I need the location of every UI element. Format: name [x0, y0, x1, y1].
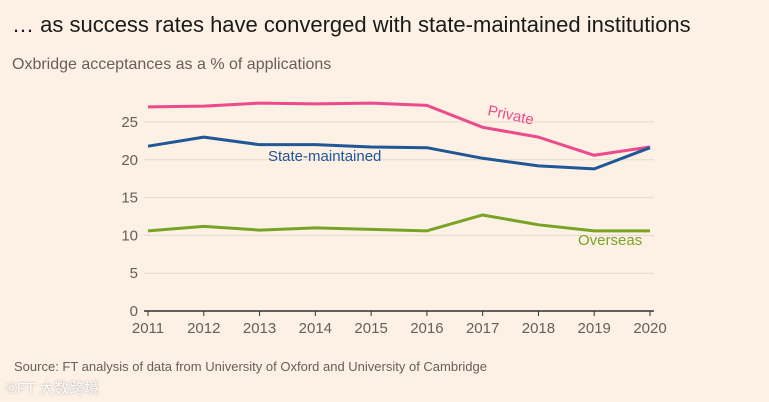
x-tick-label: 2013	[243, 320, 276, 337]
series-label-state-maintained: State-maintained	[268, 148, 381, 165]
y-tick-label: 5	[130, 265, 138, 282]
y-tick-label: 10	[121, 227, 138, 244]
y-tick-label: 20	[121, 152, 138, 169]
series-line-private	[147, 101, 651, 157]
series-label-private: Private	[486, 102, 535, 128]
source-note: Source: FT analysis of data from Univers…	[14, 359, 488, 374]
y-tick-label: 25	[121, 114, 138, 131]
x-tick-label: 2015	[354, 320, 387, 337]
series-line-state-maintained	[147, 135, 651, 171]
series-line-overseas	[147, 213, 650, 233]
y-tick-label: 0	[130, 303, 138, 320]
chart-title: … as success rates have converged with s…	[12, 12, 691, 37]
x-tick-label: 2020	[633, 320, 666, 337]
x-tick-label: 2014	[299, 320, 332, 337]
x-tick-label: 2011	[132, 320, 164, 337]
chart-subtitle: Oxbridge acceptances as a % of applicati…	[12, 56, 332, 73]
x-tick-label: 2018	[522, 320, 555, 337]
x-tick-label: 2017	[466, 320, 499, 337]
watermark: ©FT 大数跨境	[6, 380, 100, 397]
x-tick-label: 2016	[410, 320, 443, 337]
y-tick-label: 15	[121, 190, 138, 207]
x-tick-label: 2019	[578, 320, 611, 337]
series-label-overseas: Overseas	[578, 232, 642, 249]
x-tick-label: 2012	[187, 320, 220, 337]
